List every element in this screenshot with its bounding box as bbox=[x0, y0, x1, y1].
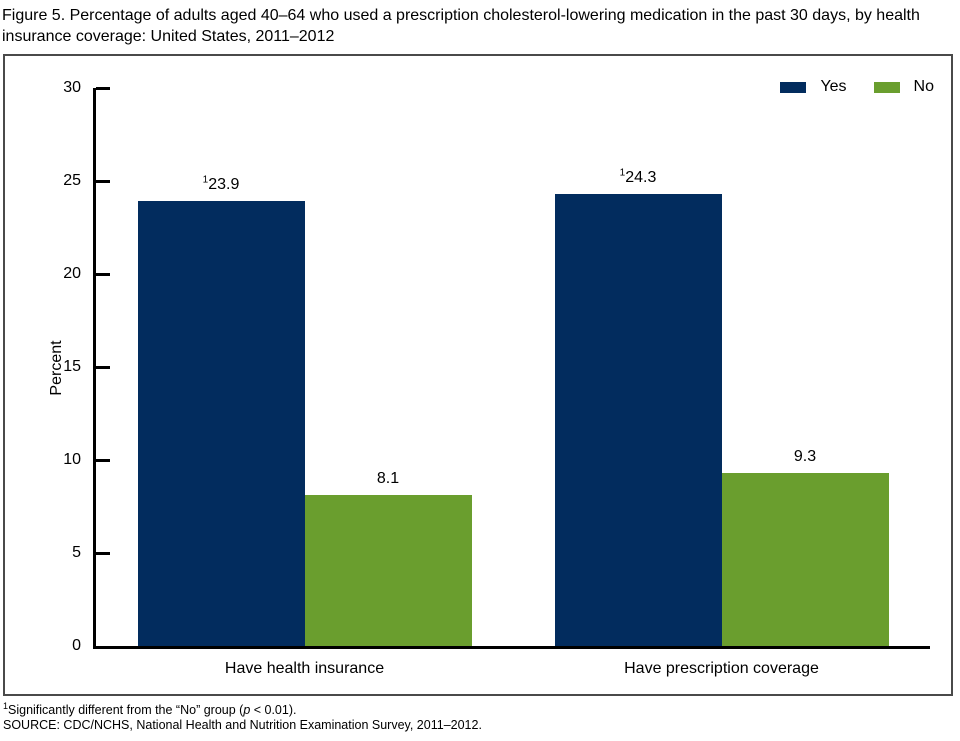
legend-swatch-no bbox=[873, 81, 900, 93]
bar-value-label: 8.1 bbox=[376, 470, 400, 488]
footnote-significance: 1Significantly different from the “No” g… bbox=[3, 700, 297, 717]
legend-label-no: No bbox=[913, 78, 934, 95]
bar-yes-group-1 bbox=[137, 201, 305, 646]
bar-no-group-1 bbox=[304, 495, 472, 646]
y-tick-label: 10 bbox=[63, 451, 81, 468]
bar-yes-group-2 bbox=[554, 194, 722, 646]
figure-title: Figure 5. Percentage of adults aged 40–6… bbox=[2, 7, 920, 45]
y-tick-label: 20 bbox=[63, 265, 81, 282]
x-category-label: Have prescription coverage bbox=[624, 660, 819, 677]
plot-area: 123.9 8.1 124.3 9.3 bbox=[93, 86, 930, 649]
legend-item-no: No bbox=[873, 78, 934, 96]
y-tick-label: 5 bbox=[72, 544, 81, 561]
legend-item-yes: Yes bbox=[780, 78, 847, 96]
legend-label-yes: Yes bbox=[820, 78, 847, 95]
y-tick bbox=[96, 365, 110, 369]
footnote-superscript: 1 bbox=[3, 700, 9, 711]
x-category-label: Have health insurance bbox=[224, 660, 385, 677]
y-tick-label: 25 bbox=[63, 172, 81, 189]
chart-frame: Yes No Percent 123.9 8.1 124.3 9.3 0 5 10 15 20… bbox=[3, 54, 953, 696]
y-tick bbox=[96, 272, 110, 276]
y-tick bbox=[96, 458, 110, 462]
y-tick bbox=[96, 551, 110, 555]
bar-value-label: 9.3 bbox=[793, 448, 817, 466]
y-tick bbox=[96, 86, 110, 90]
bar-no-group-2 bbox=[721, 473, 889, 646]
footnote-source: SOURCE: CDC/NCHS, National Health and Nu… bbox=[3, 718, 482, 732]
legend: Yes No bbox=[780, 78, 934, 96]
y-tick-label: 0 bbox=[72, 637, 81, 654]
significance-superscript: 1 bbox=[202, 175, 209, 187]
legend-swatch-yes bbox=[780, 81, 807, 93]
y-tick bbox=[96, 179, 110, 183]
y-tick-label: 30 bbox=[63, 79, 81, 96]
significance-superscript: 1 bbox=[619, 167, 626, 179]
y-tick-label: 15 bbox=[63, 358, 81, 375]
bar-value-label: 124.3 bbox=[619, 167, 657, 187]
bar-value-label: 123.9 bbox=[202, 175, 240, 194]
footnotes: 1Significantly different from the “No” g… bbox=[3, 700, 482, 733]
